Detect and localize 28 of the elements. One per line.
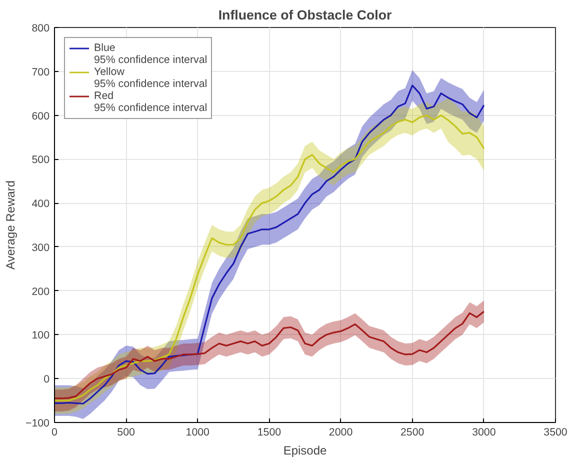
legend-label: Red: [94, 90, 114, 102]
x-tick-label: 2500: [400, 426, 424, 438]
x-tick-label: 3500: [544, 426, 568, 438]
y-tick-label: 400: [32, 198, 50, 210]
y-tick-label: 100: [32, 330, 50, 342]
y-tick-label: 700: [32, 66, 50, 78]
y-tick-label: −100: [25, 418, 50, 430]
y-tick-label: 300: [32, 242, 50, 254]
y-tick-label: 600: [32, 110, 50, 122]
line-series: [54, 310, 485, 400]
annotation: 95% confidence interval: [94, 102, 208, 114]
y-tick-label: 200: [32, 286, 50, 298]
legend-label: Blue: [94, 42, 116, 54]
y-tick-label: 800: [32, 22, 50, 34]
y-tick-label: 500: [32, 154, 50, 166]
annotation: 95% confidence interval: [94, 78, 208, 90]
x-axis-title: Episode: [283, 444, 328, 458]
legend-label: Yellow: [94, 66, 124, 78]
x-tick-label: 0: [52, 426, 58, 438]
x-tick-label: 1500: [257, 426, 282, 438]
x-tick-label: 1000: [186, 426, 210, 438]
x-tick-label: 3000: [472, 426, 496, 438]
y-tick-label: 0: [44, 374, 50, 386]
chart-title: Influence of Obstacle Color: [218, 8, 392, 22]
y-axis-title: Average Reward: [3, 180, 18, 270]
x-tick-label: 500: [117, 426, 136, 438]
x-tick-label: 2000: [328, 426, 353, 438]
annotation: 95% confidence interval: [94, 54, 208, 66]
